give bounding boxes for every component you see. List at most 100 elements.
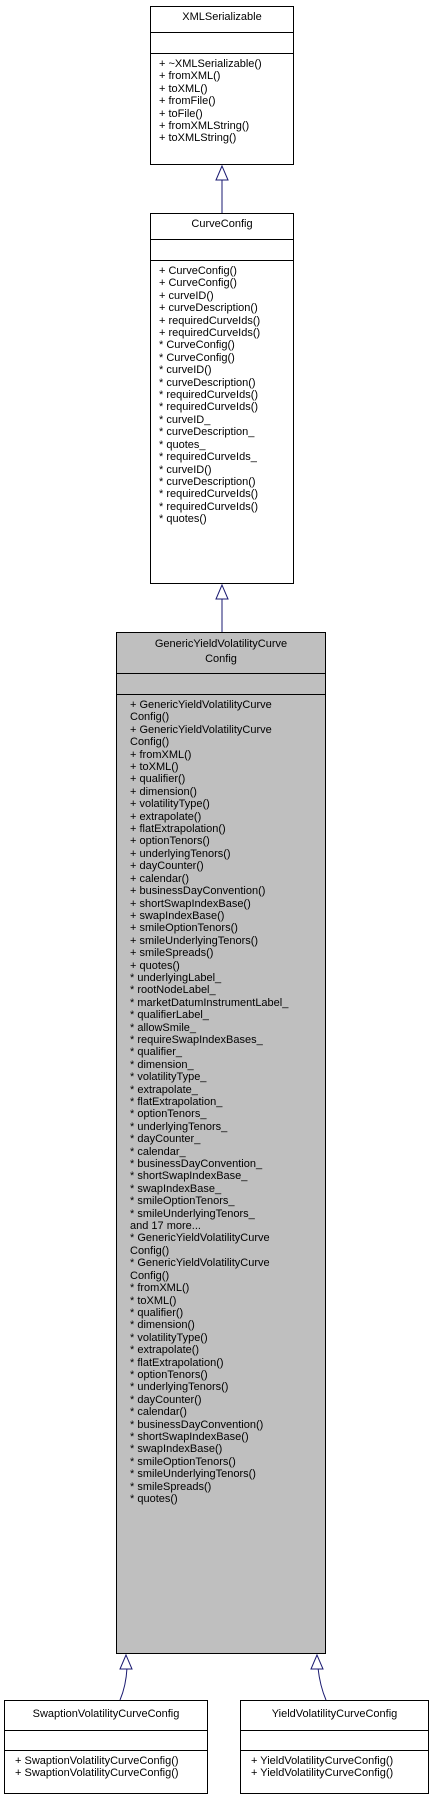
class-member: * requiredCurveIds() [159, 488, 259, 501]
class-attributes-section [117, 674, 325, 695]
class-name: YieldVolatilityCurveConfig [241, 1701, 428, 1731]
class-member: + toXMLString() [159, 132, 237, 145]
class-member: + CurveConfig() [159, 277, 237, 290]
class-member: * extrapolate_ [130, 1083, 198, 1096]
class-member: * fromXML() [130, 1282, 190, 1295]
class-member: * qualifierLabel_ [130, 1009, 209, 1022]
class-member: * underlyingTenors() [130, 1381, 229, 1394]
class-member: * curveID() [159, 364, 212, 377]
class-member: + fromXML() [159, 70, 221, 83]
class-member: * CurveConfig() [159, 339, 235, 352]
class-name: CurveConfig [151, 214, 293, 240]
class-member: * underlyingLabel_ [130, 971, 222, 984]
class-members: + ~XMLSerializable() + fromXML() + toXML()… [151, 54, 293, 145]
class-member: * GenericYieldVolatilityCurve [130, 1232, 270, 1245]
class-member: * dimension() [130, 1319, 195, 1332]
edge-curveconfig-to-xmlserializable [215, 164, 229, 213]
class-box-swaptionvolatilitycurveconfig[interactable]: SwaptionVolatilityCurveConfig + Swaption… [4, 1700, 208, 1794]
class-members: + SwaptionVolatilityCurveConfig() + Swapt… [5, 1751, 207, 1780]
class-member: + fromXML() [130, 748, 192, 761]
class-member: * flatExtrapolation() [130, 1356, 224, 1369]
class-member: * GenericYieldVolatilityCurve [130, 1257, 270, 1270]
class-member: * CurveConfig() [159, 351, 235, 364]
class-member: + businessDayConvention() [130, 885, 266, 898]
class-member: * calendar() [130, 1406, 187, 1419]
class-member: + GenericYieldVolatilityCurve [130, 699, 272, 711]
class-member: + dayCounter() [130, 860, 204, 873]
class-member: * requireSwapIndexBases_ [130, 1033, 263, 1046]
class-box-genericyieldvolatilitycurveconfig[interactable]: GenericYieldVolatilityCurve Config + Gen… [116, 632, 326, 1654]
class-member: * optionTenors() [130, 1368, 208, 1381]
class-member: * quotes() [130, 1493, 178, 1505]
class-member: + toFile() [159, 107, 203, 120]
class-member: * dimension_ [130, 1058, 194, 1071]
class-member: * curveID() [159, 463, 212, 476]
class-member: + smileOptionTenors() [130, 922, 238, 935]
class-member: + quotes() [130, 959, 180, 972]
class-member: * qualifier_ [130, 1046, 182, 1059]
class-member: * curveDescription() [159, 376, 256, 389]
class-member: + ~XMLSerializable() [159, 58, 262, 70]
class-name: GenericYieldVolatilityCurve Config [117, 633, 325, 674]
class-member: * requiredCurveIds() [159, 401, 259, 414]
class-member: Config() [130, 1244, 170, 1257]
class-member: * requiredCurveIds() [159, 500, 259, 513]
class-member: + GenericYieldVolatilityCurve [130, 723, 272, 736]
class-member: + toXML() [130, 761, 179, 774]
class-member: * marketDatumInstrumentLabel_ [130, 996, 289, 1009]
class-box-curveconfig[interactable]: CurveConfig + CurveConfig() + CurveConfig… [150, 213, 294, 584]
class-member: * dayCounter() [130, 1393, 202, 1406]
class-member: + SwaptionVolatilityCurveConfig() [15, 1755, 179, 1767]
class-member: * shortSwapIndexBase() [130, 1430, 249, 1443]
class-member: * smileUnderlyingTenors_ [130, 1207, 255, 1220]
class-name-line-2: Config [205, 653, 237, 665]
class-member: + dimension() [130, 785, 197, 798]
edge-swaption-to-genericyield [119, 1653, 133, 1701]
class-member: * dayCounter_ [130, 1133, 201, 1146]
class-member: Config() [130, 1269, 170, 1282]
class-members: + YieldVolatilityCurveConfig() + YieldVol… [241, 1751, 428, 1780]
class-member: Config() [130, 711, 170, 724]
class-member: + curveID() [159, 289, 214, 302]
class-attributes-section [241, 1731, 428, 1751]
class-member: * smileOptionTenors_ [130, 1195, 235, 1208]
class-members: + CurveConfig() + CurveConfig() + curveID(… [151, 261, 293, 526]
class-attributes-section [151, 33, 293, 54]
class-member: * allowSmile_ [130, 1021, 197, 1034]
class-member: + curveDescription() [159, 302, 258, 315]
class-attributes-section [151, 240, 293, 261]
class-box-yieldvolatilitycurveconfig[interactable]: YieldVolatilityCurveConfig + YieldVolati… [240, 1700, 429, 1794]
class-box-xmlserializable[interactable]: XMLSerializable + ~XMLSerializable() + fr… [150, 6, 294, 165]
class-member: * extrapolate() [130, 1344, 200, 1357]
class-member: + underlyingTenors() [130, 847, 231, 860]
class-member: + fromXMLString() [159, 120, 250, 133]
class-member: + extrapolate() [130, 810, 202, 823]
class-member: * rootNodeLabel_ [130, 984, 216, 997]
class-attributes-section [5, 1731, 207, 1751]
class-member: + CurveConfig() [159, 265, 237, 277]
class-member: * toXML() [130, 1294, 177, 1307]
class-member: + toXML() [159, 82, 208, 95]
class-member: * swapIndexBase() [130, 1443, 223, 1456]
class-member: * underlyingTenors_ [130, 1120, 228, 1133]
class-member: + requiredCurveIds() [159, 314, 261, 327]
edge-genericyield-to-curveconfig [215, 583, 229, 632]
edge-yield-to-genericyield [310, 1653, 327, 1701]
class-member: + flatExtrapolation() [130, 823, 226, 836]
class-member: + smileUnderlyingTenors() [130, 934, 259, 947]
class-member: + SwaptionVolatilityCurveConfig() [15, 1767, 179, 1780]
class-name: SwaptionVolatilityCurveConfig [5, 1701, 207, 1731]
class-member: * quotes_ [159, 438, 206, 451]
class-member: * flatExtrapolation_ [130, 1096, 223, 1108]
class-member: + shortSwapIndexBase() [130, 897, 251, 910]
class-member: * smileOptionTenors() [130, 1455, 236, 1468]
class-member: * shortSwapIndexBase_ [130, 1170, 248, 1183]
class-member: * curveDescription() [159, 475, 256, 488]
class-name-line-1: GenericYieldVolatilityCurve [154, 638, 288, 650]
class-member: * businessDayConvention_ [130, 1158, 263, 1171]
class-member: * businessDayConvention() [130, 1418, 264, 1431]
class-member: * curveID_ [159, 413, 211, 426]
class-member: * calendar_ [130, 1145, 186, 1158]
class-member: * requiredCurveIds() [159, 389, 259, 402]
